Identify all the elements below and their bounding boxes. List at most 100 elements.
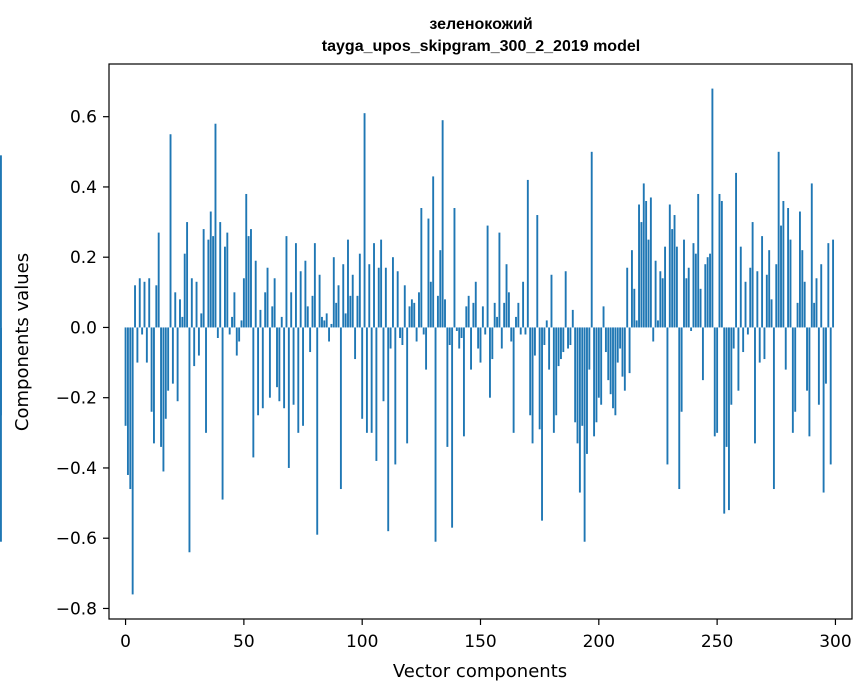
- bar-258: [735, 172, 737, 328]
- chart-title: зеленокожий: [429, 16, 532, 33]
- bar-209: [619, 327, 622, 349]
- bar-174: [536, 215, 539, 328]
- bar-297: [827, 243, 830, 328]
- bar-35: [207, 239, 210, 328]
- bar-289: [808, 327, 811, 437]
- y-tick-label: −0.4: [56, 459, 97, 479]
- bar-119: [406, 327, 409, 444]
- bar-213: [628, 327, 631, 374]
- bar-261: [742, 327, 745, 353]
- bar-111: [387, 327, 390, 532]
- bar-undefined: [0, 155, 2, 328]
- bar-188: [569, 327, 572, 346]
- bar-152: [484, 327, 487, 335]
- x-tick-label: 200: [583, 632, 615, 652]
- bar-85: [325, 313, 328, 328]
- bar-5: [136, 327, 139, 363]
- bar-207: [614, 327, 617, 416]
- bar-149: [477, 327, 480, 349]
- bar-53: [250, 229, 252, 328]
- bar-228: [664, 246, 667, 328]
- bar-184: [560, 327, 562, 360]
- bar-215: [633, 288, 636, 328]
- bar-232: [673, 215, 676, 328]
- bar-133: [439, 250, 442, 328]
- bar-123: [415, 327, 418, 342]
- bar-6: [138, 278, 141, 328]
- bar-98: [356, 295, 359, 328]
- bar-11: [150, 327, 153, 412]
- bar-163: [510, 327, 513, 342]
- bar-82: [318, 274, 321, 328]
- bar-148: [474, 281, 477, 328]
- bar-118: [403, 285, 406, 328]
- bar-45: [231, 316, 233, 328]
- bar-293: [817, 327, 820, 405]
- bar-36: [209, 211, 212, 328]
- bar-112: [389, 327, 392, 349]
- x-tick-label: 100: [346, 632, 378, 652]
- bar-216: [635, 320, 638, 328]
- bar-146: [470, 327, 472, 370]
- bar-204: [607, 327, 610, 381]
- bar-211: [623, 327, 626, 391]
- bar-257: [732, 327, 735, 349]
- bar-220: [645, 200, 648, 328]
- bar-249: [713, 327, 716, 437]
- bar-91: [339, 327, 342, 490]
- bar-142: [460, 327, 463, 338]
- y-axis-label: Components values: [12, 253, 33, 431]
- bar-81: [316, 327, 319, 535]
- bars-group: [0, 88, 835, 595]
- bar-236: [683, 239, 685, 328]
- bar-137: [448, 327, 451, 346]
- bar-287: [803, 281, 806, 328]
- bar-277: [780, 225, 782, 328]
- bar-256: [730, 327, 733, 405]
- bar-8: [143, 281, 146, 328]
- bar-271: [765, 274, 768, 328]
- bar-73: [297, 327, 300, 433]
- bar-99: [358, 253, 361, 328]
- bar-247: [709, 253, 711, 328]
- bar-280: [787, 208, 790, 328]
- bar-169: [524, 327, 527, 335]
- bar-260: [739, 246, 742, 328]
- bar-117: [401, 327, 404, 346]
- bar-197: [590, 151, 593, 328]
- bar-105: [373, 243, 375, 328]
- bar-63: [273, 278, 276, 328]
- bar-39: [216, 327, 219, 338]
- bar-162: [507, 292, 510, 328]
- y-tick-label: 0.0: [70, 318, 97, 338]
- bar-113: [392, 257, 394, 328]
- bar-95: [349, 295, 352, 328]
- bar-67: [283, 327, 286, 409]
- bar-274: [772, 327, 775, 490]
- bar-294: [820, 264, 823, 328]
- bar-9: [145, 327, 148, 363]
- bar-290: [810, 183, 813, 328]
- bar-125: [420, 208, 423, 328]
- bar-90: [337, 285, 340, 328]
- bar-193: [581, 327, 584, 426]
- bar-201: [600, 327, 603, 405]
- bar-80: [313, 243, 316, 328]
- x-tick-label: 50: [233, 632, 255, 652]
- bar-275: [775, 264, 778, 328]
- y-tick-label: 0.4: [70, 178, 97, 198]
- bar-262: [744, 281, 747, 328]
- bar-108: [380, 239, 383, 328]
- bar-147: [472, 302, 475, 328]
- bar-164: [512, 327, 515, 433]
- bar-182: [555, 327, 558, 416]
- bar-60: [266, 267, 269, 328]
- bar-136: [446, 327, 449, 447]
- chart-subtitle: tayga_upos_skipgram_300_2_2019 model: [322, 38, 640, 55]
- bar-42: [224, 246, 226, 328]
- bar-89: [335, 302, 338, 328]
- bar-194: [583, 327, 586, 542]
- bar-10: [148, 278, 151, 328]
- bar-278: [782, 200, 785, 328]
